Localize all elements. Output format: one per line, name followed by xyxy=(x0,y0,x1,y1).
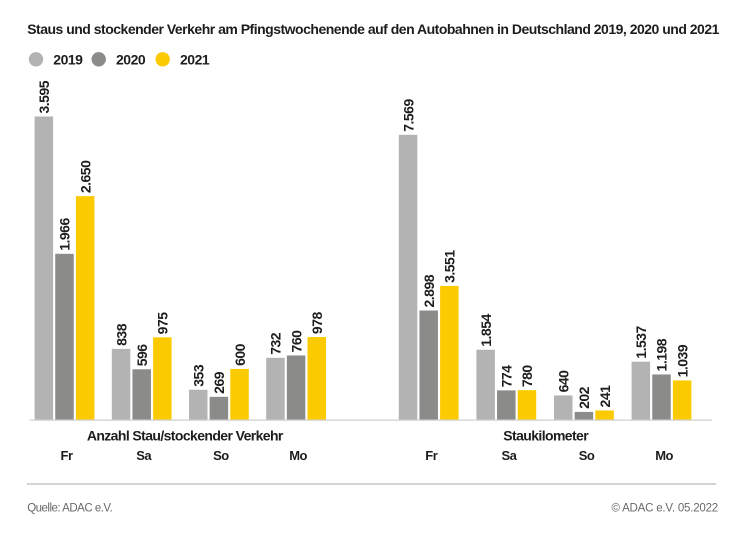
svg-text:269: 269 xyxy=(211,371,227,394)
svg-text:Sa: Sa xyxy=(501,448,517,463)
svg-text:2.650: 2.650 xyxy=(77,160,93,193)
svg-text:1.198: 1.198 xyxy=(654,338,670,371)
svg-text:3.595: 3.595 xyxy=(36,80,52,113)
svg-text:© ADAC e.V. 05.2022: © ADAC e.V. 05.2022 xyxy=(611,503,718,515)
svg-text:241: 241 xyxy=(597,385,613,408)
svg-text:838: 838 xyxy=(113,323,129,346)
svg-text:353: 353 xyxy=(190,364,206,387)
svg-text:760: 760 xyxy=(288,330,304,353)
svg-text:So: So xyxy=(579,448,595,463)
svg-text:7.569: 7.569 xyxy=(400,99,416,132)
svg-text:3.551: 3.551 xyxy=(442,250,458,283)
svg-text:Mo: Mo xyxy=(289,448,307,463)
svg-text:Staukilometer: Staukilometer xyxy=(503,427,589,443)
svg-text:640: 640 xyxy=(555,370,571,393)
svg-text:1.854: 1.854 xyxy=(478,314,494,347)
svg-text:Mo: Mo xyxy=(655,448,673,463)
svg-text:596: 596 xyxy=(134,344,150,367)
svg-text:2020: 2020 xyxy=(116,51,146,67)
svg-text:732: 732 xyxy=(268,332,284,355)
svg-text:600: 600 xyxy=(232,343,248,366)
svg-text:1.039: 1.039 xyxy=(674,344,690,377)
svg-text:Fr: Fr xyxy=(61,448,73,463)
svg-text:975: 975 xyxy=(155,312,171,335)
svg-text:Sa: Sa xyxy=(136,448,152,463)
svg-text:774: 774 xyxy=(499,365,515,388)
svg-text:Anzahl Stau/stockender Verkehr: Anzahl Stau/stockender Verkehr xyxy=(87,427,284,443)
svg-text:1.966: 1.966 xyxy=(57,218,73,251)
svg-text:So: So xyxy=(213,448,229,463)
svg-text:2.898: 2.898 xyxy=(421,274,437,307)
svg-text:Fr: Fr xyxy=(425,448,437,463)
svg-text:202: 202 xyxy=(576,386,592,409)
svg-text:2021: 2021 xyxy=(180,51,210,67)
svg-text:2019: 2019 xyxy=(53,51,83,67)
svg-text:Quelle: ADAC e.V.: Quelle: ADAC e.V. xyxy=(27,503,112,515)
svg-text:1.537: 1.537 xyxy=(633,325,649,358)
svg-text:780: 780 xyxy=(519,365,535,388)
svg-text:978: 978 xyxy=(309,311,325,334)
svg-text:Staus und stockender Verkehr a: Staus und stockender Verkehr am Pfingstw… xyxy=(27,21,719,37)
